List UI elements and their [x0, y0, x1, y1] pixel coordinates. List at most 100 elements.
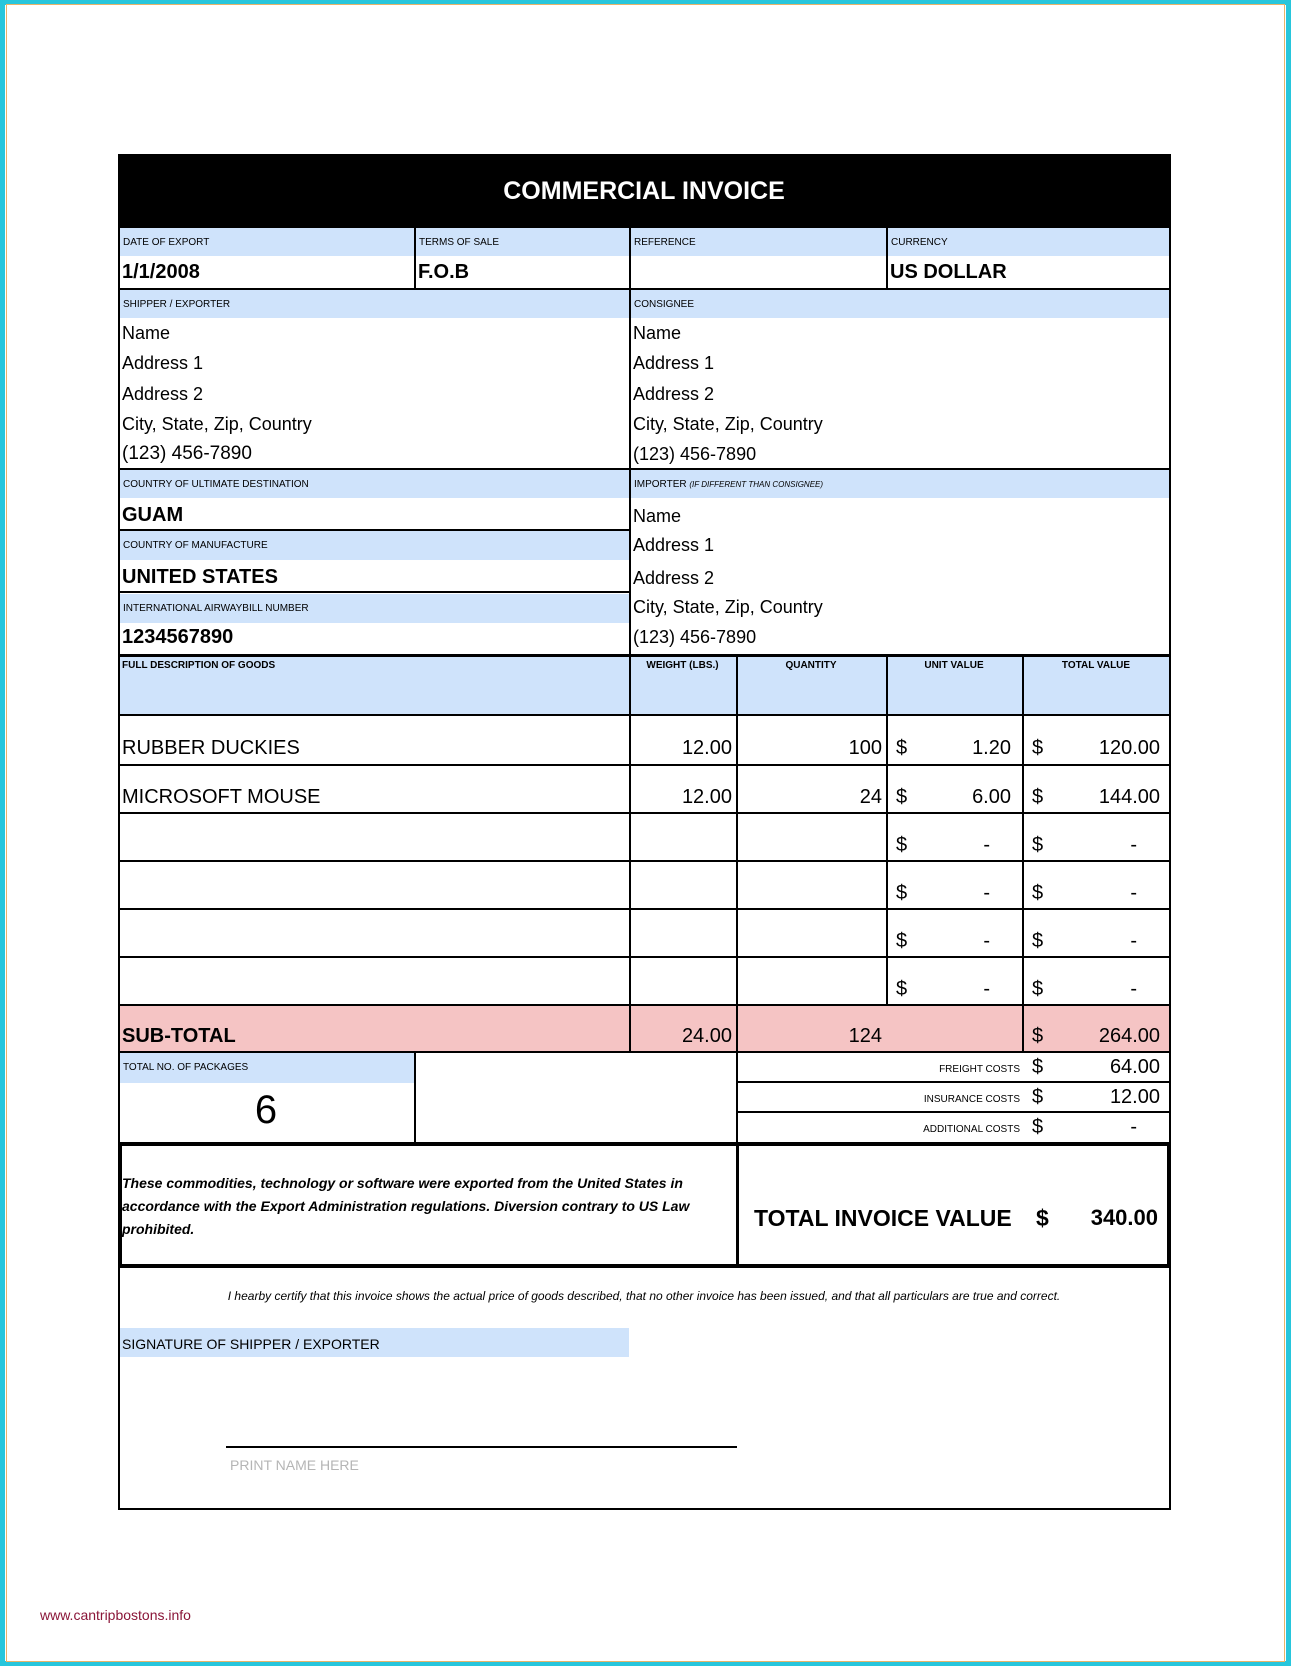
row-total-currency: $	[1032, 978, 1044, 1000]
row-unit-currency: $	[896, 882, 908, 904]
importer-phone[interactable]: (123) 456-7890	[633, 627, 757, 647]
date-value[interactable]: 1/1/2008	[122, 261, 200, 283]
cost-label: INSURANCE COSTS	[923, 1094, 1020, 1105]
shipper-address2[interactable]: Address 2	[122, 384, 204, 404]
header-quantity: QUANTITY	[785, 660, 837, 671]
grid-hline	[736, 1111, 1170, 1113]
grid-hline	[118, 529, 630, 531]
grid-vline	[1169, 154, 1171, 1510]
importer-address1[interactable]: Address 1	[633, 535, 715, 555]
cost-value[interactable]: 12.00	[1109, 1086, 1160, 1108]
row-weight[interactable]: 12.00	[681, 786, 732, 808]
grid-vline	[118, 154, 120, 1510]
row-quantity[interactable]: 24	[859, 786, 882, 808]
subtotal-currency: $	[1032, 1025, 1044, 1047]
airwaybill-value[interactable]: 1234567890	[122, 626, 234, 648]
importer-name[interactable]: Name	[633, 506, 682, 526]
row-total-currency: $	[1032, 737, 1044, 759]
grid-vline	[736, 1052, 738, 1144]
row-unit-value[interactable]: -	[983, 834, 990, 856]
row-description[interactable]: MICROSOFT MOUSE	[122, 786, 321, 808]
grid-hline	[118, 288, 1170, 290]
consignee-phone[interactable]: (123) 456-7890	[633, 444, 757, 464]
grid-hline	[118, 908, 1170, 910]
importer-label-text: IMPORTER	[634, 479, 687, 490]
row-quantity[interactable]: 100	[848, 737, 882, 759]
consignee-address1[interactable]: Address 1	[633, 353, 715, 373]
row-total-value: -	[1130, 882, 1137, 904]
grid-vline	[629, 227, 631, 289]
packages-value[interactable]: 6	[254, 1088, 278, 1132]
grid-hline	[118, 860, 1170, 862]
goods-header-bg	[119, 657, 1170, 715]
total-invoice-label: TOTAL INVOICE VALUE	[754, 1205, 1012, 1231]
row-weight[interactable]: 12.00	[681, 737, 732, 759]
subtotal-quantity: 124	[848, 1025, 882, 1047]
grid-hline	[118, 591, 630, 593]
consignee-label: CONSIGNEE	[630, 290, 1170, 318]
header-description: FULL DESCRIPTION OF GOODS	[122, 660, 276, 671]
page-frame-inner	[6, 4, 1285, 1662]
currency-value[interactable]: US DOLLAR	[890, 261, 1007, 283]
row-description[interactable]: RUBBER DUCKIES	[122, 737, 300, 759]
print-name-placeholder[interactable]: PRINT NAME HERE	[230, 1457, 359, 1473]
consignee-address2[interactable]: Address 2	[633, 384, 715, 404]
row-total-currency: $	[1032, 930, 1044, 952]
airwaybill-label: INTERNATIONAL AIRWAYBILL NUMBER	[119, 594, 629, 623]
currency-label: CURRENCY	[887, 228, 1170, 256]
grid-vline	[414, 1052, 416, 1144]
row-total-value: -	[1130, 978, 1137, 1000]
terms-value[interactable]: F.O.B	[418, 261, 470, 283]
row-total-currency: $	[1032, 786, 1044, 808]
grid-hline	[118, 714, 1170, 716]
cost-label: ADDITIONAL COSTS	[923, 1124, 1020, 1135]
subtotal-label: SUB-TOTAL	[122, 1025, 236, 1047]
importer-city[interactable]: City, State, Zip, Country	[633, 597, 823, 617]
header-unit-value: UNIT VALUE	[924, 660, 984, 671]
shipper-city[interactable]: City, State, Zip, Country	[122, 414, 312, 434]
grid-hline	[118, 812, 1170, 814]
destination-value[interactable]: GUAM	[122, 504, 184, 526]
row-unit-value[interactable]: -	[983, 882, 990, 904]
cost-currency: $	[1032, 1056, 1044, 1078]
importer-note: (IF DIFFERENT THAN CONSIGNEE)	[689, 480, 824, 489]
cost-value[interactable]: 64.00	[1109, 1056, 1160, 1078]
grid-hline	[118, 956, 1170, 958]
grid-hline	[118, 1142, 1171, 1146]
subtotal-weight: 24.00	[681, 1025, 732, 1047]
manufacture-value[interactable]: UNITED STATES	[122, 566, 278, 588]
shipper-name[interactable]: Name	[122, 323, 171, 343]
consignee-name[interactable]: Name	[633, 323, 682, 343]
subtotal-bg	[119, 1005, 1170, 1052]
shipper-phone[interactable]: (123) 456-7890	[122, 443, 252, 464]
consignee-city[interactable]: City, State, Zip, Country	[633, 414, 823, 434]
row-total-value: 120.00	[1098, 737, 1160, 759]
cost-value[interactable]: -	[1130, 1116, 1137, 1138]
row-total-value: -	[1130, 834, 1137, 856]
grid-vline	[886, 227, 888, 289]
row-unit-value[interactable]: 1.20	[972, 737, 1011, 759]
grid-vline	[736, 1142, 739, 1267]
packages-label: TOTAL NO. OF PACKAGES	[119, 1053, 414, 1083]
row-unit-value[interactable]: 6.00	[972, 786, 1011, 808]
grid-hline	[118, 468, 1170, 470]
row-unit-value[interactable]: -	[983, 978, 990, 1000]
footer-url[interactable]: www.cantripbostons.info	[40, 1607, 191, 1623]
grid-vline	[414, 227, 416, 289]
importer-address2[interactable]: Address 2	[633, 568, 715, 588]
cost-currency: $	[1032, 1116, 1044, 1138]
grid-vline	[886, 656, 888, 1004]
total-invoice-currency: $	[1036, 1205, 1049, 1231]
cost-currency: $	[1032, 1086, 1044, 1108]
date-label: DATE OF EXPORT	[119, 228, 414, 256]
grid-hline	[118, 1004, 1170, 1006]
total-invoice-value: 340.00	[1090, 1205, 1158, 1230]
certify-text: I hearby certify that this invoice shows…	[227, 1289, 1061, 1303]
grid-vline	[629, 288, 631, 656]
row-unit-currency: $	[896, 978, 908, 1000]
shipper-address1[interactable]: Address 1	[122, 353, 204, 373]
row-unit-value[interactable]: -	[983, 930, 990, 952]
row-unit-currency: $	[896, 930, 908, 952]
signature-line[interactable]	[226, 1446, 737, 1448]
